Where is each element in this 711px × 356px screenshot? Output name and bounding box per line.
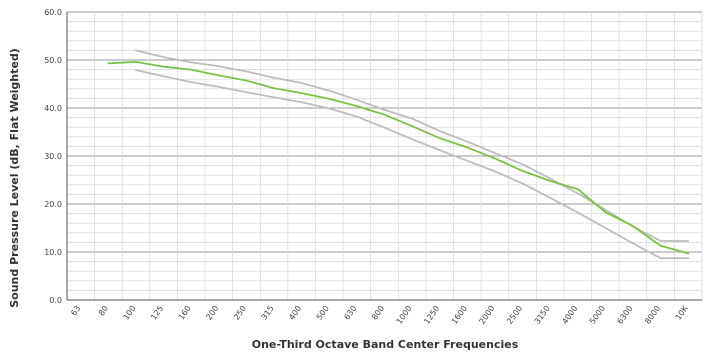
x-tick-label: 1250 bbox=[422, 304, 441, 326]
y-axis-label: Sound Pressure Level (dB, Flat Weighted) bbox=[8, 48, 21, 308]
grid bbox=[66, 11, 703, 301]
x-tick-label: 63 bbox=[69, 304, 82, 318]
x-tick-label: 2500 bbox=[505, 304, 524, 326]
x-tick-label: 500 bbox=[315, 304, 331, 322]
x-tick-label: 250 bbox=[232, 304, 248, 322]
x-tick-labels: 63 80 100 125 160 200 250 315 400 500 630 800 1000 12… bbox=[69, 303, 690, 325]
y-tick-label: 50.0 bbox=[44, 56, 62, 65]
y-tick-label: 40.0 bbox=[44, 104, 62, 113]
x-tick-label: 160 bbox=[177, 304, 193, 322]
x-tick-label: 80 bbox=[97, 304, 110, 318]
x-tick-label: 125 bbox=[149, 304, 165, 322]
x-tick-label: 2000 bbox=[478, 304, 497, 326]
y-tick-label: 60.0 bbox=[44, 8, 62, 17]
x-tick-label: 4000 bbox=[560, 304, 579, 326]
x-tick-label: 200 bbox=[204, 304, 220, 322]
x-tick-label: 315 bbox=[260, 304, 276, 322]
x-tick-label: 1000 bbox=[395, 304, 414, 326]
x-axis-label: One-Third Octave Band Center Frequencies bbox=[252, 338, 519, 351]
y-tick-labels: 0.0 10.0 20.0 30.0 40.0 50.0 60.0 bbox=[44, 8, 62, 305]
x-tick-label: 5000 bbox=[588, 304, 607, 326]
x-tick-label: 400 bbox=[287, 304, 303, 322]
series-line-measured bbox=[107, 61, 690, 255]
y-tick-label: 30.0 bbox=[44, 152, 62, 161]
series-lines bbox=[107, 49, 690, 260]
y-tick-label: 10.0 bbox=[44, 248, 62, 257]
y-tick-label: 0.0 bbox=[49, 296, 62, 305]
x-tick-label: 630 bbox=[342, 304, 358, 322]
x-tick-label: 10K bbox=[674, 303, 691, 321]
x-tick-label: 800 bbox=[370, 304, 386, 322]
x-tick-label: 3150 bbox=[533, 304, 552, 326]
y-tick-label: 20.0 bbox=[44, 200, 62, 209]
x-tick-label: 8000 bbox=[643, 304, 662, 326]
x-tick-label: 100 bbox=[122, 304, 138, 322]
x-tick-label: 1600 bbox=[450, 304, 469, 326]
x-tick-label: 6300 bbox=[616, 304, 635, 326]
series-line-limit bbox=[135, 69, 690, 260]
